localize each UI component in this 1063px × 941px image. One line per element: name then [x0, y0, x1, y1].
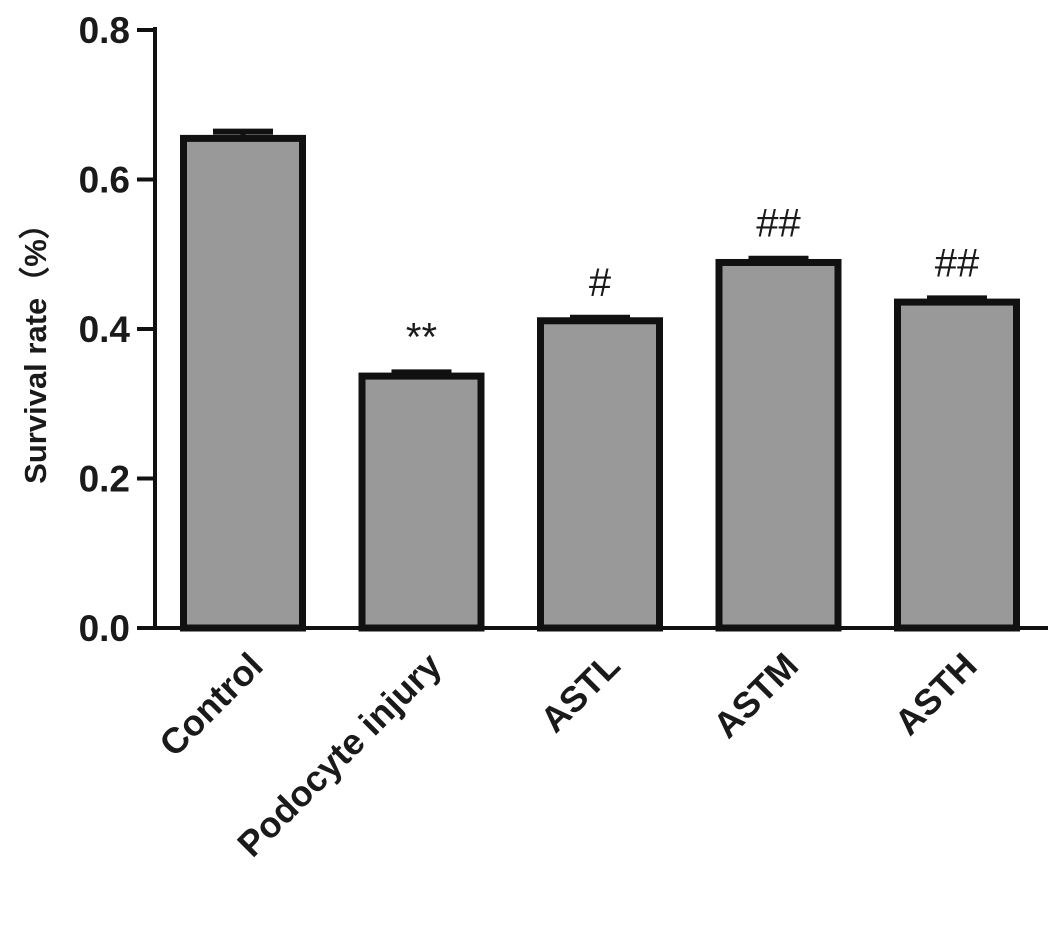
- y-axis-title: Survival rate（%）: [18, 208, 53, 484]
- bars: [180, 134, 1020, 632]
- annotation-1: **: [406, 315, 437, 359]
- error-bars: [213, 128, 987, 377]
- y-tick-label-2: 0.4: [79, 309, 131, 350]
- y-tick-label-1: 0.2: [79, 459, 130, 500]
- bar-1: [358, 372, 485, 632]
- bar-4: [894, 298, 1020, 632]
- annotation-4: ##: [935, 241, 980, 285]
- x-tick-label-0: Control: [151, 645, 270, 764]
- x-tick-label-4: ASTH: [886, 645, 984, 743]
- annotation-3: ##: [756, 202, 801, 246]
- y-tick-label-4: 0.8: [79, 10, 130, 51]
- x-tick-label-2: ASTL: [532, 645, 627, 740]
- y-tick-label-0: 0.0: [79, 608, 130, 649]
- annotation-2: #: [589, 261, 612, 305]
- bar-3: [715, 258, 842, 632]
- y-tick-label-3: 0.6: [79, 160, 130, 201]
- bar-2: [537, 317, 663, 632]
- x-tick-label-3: ASTM: [705, 645, 806, 746]
- bar-0: [180, 134, 306, 632]
- y-ticks: 0.0 0.2 0.4 0.6 0.8: [79, 10, 155, 649]
- significance-annotations: **#####: [406, 202, 980, 360]
